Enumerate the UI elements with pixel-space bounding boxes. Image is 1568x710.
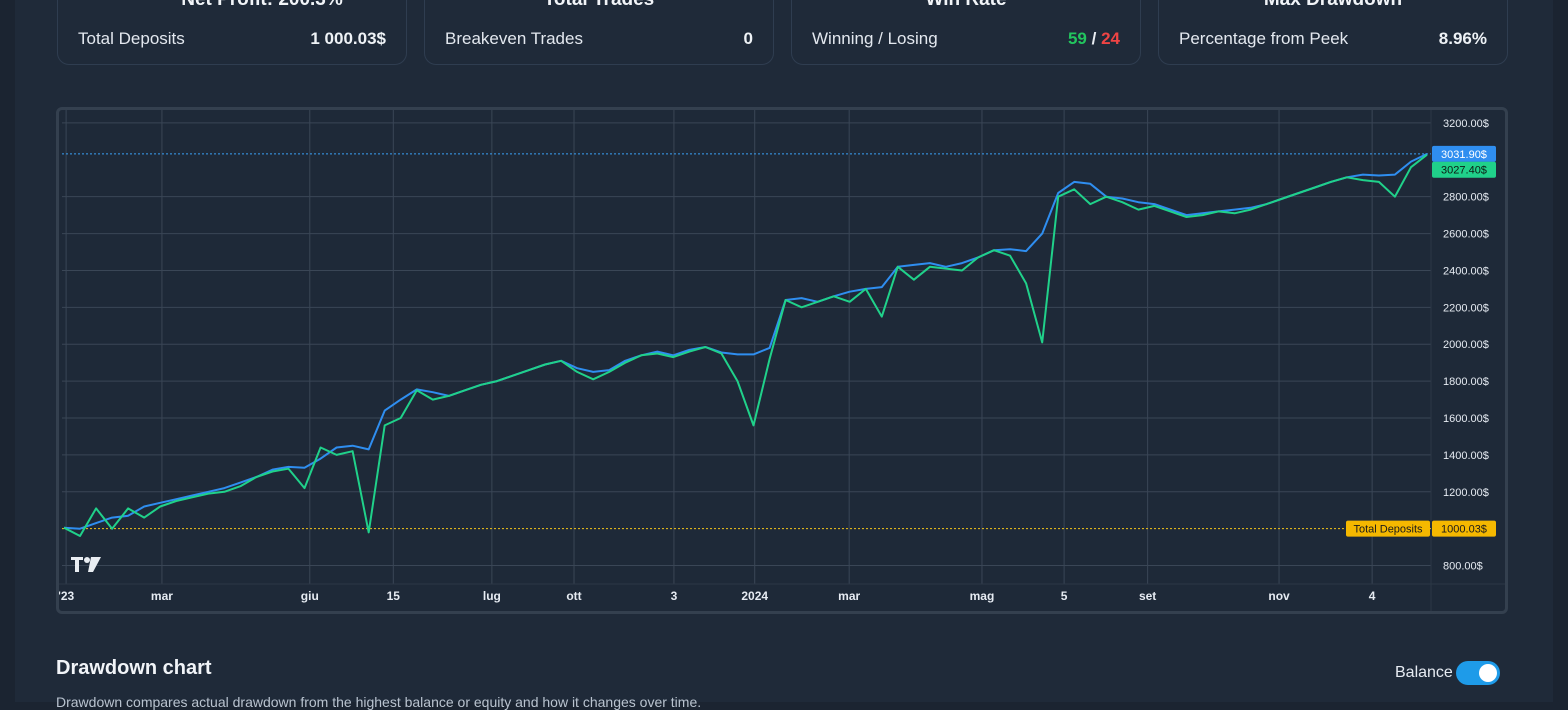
y-tick-label: 3200.00$: [1443, 118, 1489, 130]
x-tick-label: lug: [483, 589, 501, 603]
equity-price-label-bg: [1432, 161, 1496, 178]
balance-toggle-label: Balance: [1395, 664, 1453, 681]
drawdown-description: Drawdown compares actual drawdown from t…: [56, 694, 702, 710]
card-label: Winning / Losing: [812, 29, 938, 48]
tradingview-logo-icon: [71, 557, 101, 572]
page: Net Profit: 200.3% Total Deposits 1 000.…: [15, 0, 1553, 710]
max-drawdown-card: Max Drawdown Percentage from Peek 8.96%: [1158, 0, 1508, 65]
winning-count: 59: [1067, 29, 1087, 48]
x-tick-label: 3: [671, 589, 678, 603]
y-tick-label: 800.00$: [1443, 561, 1483, 573]
x-tick-label: 4: [1369, 589, 1376, 603]
plot-area: [62, 110, 1431, 584]
y-tick-label: 2400.00$: [1443, 265, 1489, 277]
x-tick-label: 15: [387, 589, 401, 603]
equity-price-label: 3027.40$: [1441, 165, 1487, 177]
y-tick-label: 1800.00$: [1443, 376, 1489, 388]
card-label: Percentage from Peek: [1179, 29, 1349, 48]
card-title: Net Profit: 200.3%: [118, 0, 406, 11]
card-value: 0: [743, 29, 753, 48]
balance-price-label-bg: [1432, 145, 1496, 162]
balance-chart[interactable]: 3200.00$ 2800.00$ 2600.00$ 2400.00$ 2200.00$…: [56, 107, 1508, 614]
x-tick-label: 5: [1061, 589, 1068, 603]
y-tick-label: 2800.00$: [1443, 192, 1489, 204]
total-deposits-tag: Total Deposits: [1353, 524, 1423, 536]
total-deposits-value-label: 1000.03$: [1441, 524, 1487, 536]
x-tick-label: ott: [566, 589, 581, 603]
x-tick-label: giu: [301, 589, 319, 603]
card-label: Breakeven Trades: [445, 29, 583, 48]
card-value: 8.96%: [1438, 29, 1487, 48]
toggle-knob[interactable]: [1479, 664, 1497, 682]
y-tick-label: 1200.00$: [1443, 487, 1489, 499]
x-tick-label: mag: [970, 589, 995, 603]
y-tick-label: 2000.00$: [1443, 339, 1489, 351]
x-tick-label: nov: [1268, 589, 1290, 603]
balance-price-label: 3031.90$: [1441, 149, 1487, 161]
separator: /: [1091, 29, 1097, 48]
net-profit-card: Net Profit: 200.3% Total Deposits 1 000.…: [57, 0, 407, 65]
x-tick-label: mar: [838, 589, 860, 603]
chart-canvas[interactable]: 3200.00$ 2800.00$ 2600.00$ 2400.00$ 2200.00$…: [59, 110, 1505, 611]
win-lose-value: 59 / 24: [1068, 29, 1120, 49]
balance-toggle[interactable]: [1456, 661, 1500, 685]
losing-count: 24: [1101, 29, 1120, 48]
x-tick-label: 2024: [741, 589, 768, 603]
y-tick-label: 1400.00$: [1443, 450, 1489, 462]
card-label: Total Deposits: [78, 29, 185, 48]
total-deposits-value-label-bg: [1432, 520, 1496, 537]
balance-series-line: [63, 152, 1428, 530]
x-tick-label: mar: [151, 589, 173, 603]
y-tick-label: 1600.00$: [1443, 413, 1489, 425]
x-tick-label: '23: [59, 589, 75, 603]
total-deposits-tag-bg: [1346, 520, 1430, 537]
card-title: Total Trades: [425, 0, 773, 11]
equity-series-line: [63, 153, 1428, 537]
win-rate-card: Win Rate Winning / Losing 59 / 24: [791, 0, 1141, 65]
total-trades-card: Total Trades Breakeven Trades 0: [424, 0, 774, 65]
card-title: Max Drawdown: [1159, 0, 1507, 11]
drawdown-title: Drawdown chart: [56, 657, 212, 679]
y-tick-label: 2200.00$: [1443, 302, 1489, 314]
card-title: Win Rate: [792, 0, 1140, 11]
card-value: 1 000.03$: [310, 29, 386, 48]
y-tick-label: 2600.00$: [1443, 229, 1489, 241]
x-tick-label: set: [1139, 589, 1156, 603]
